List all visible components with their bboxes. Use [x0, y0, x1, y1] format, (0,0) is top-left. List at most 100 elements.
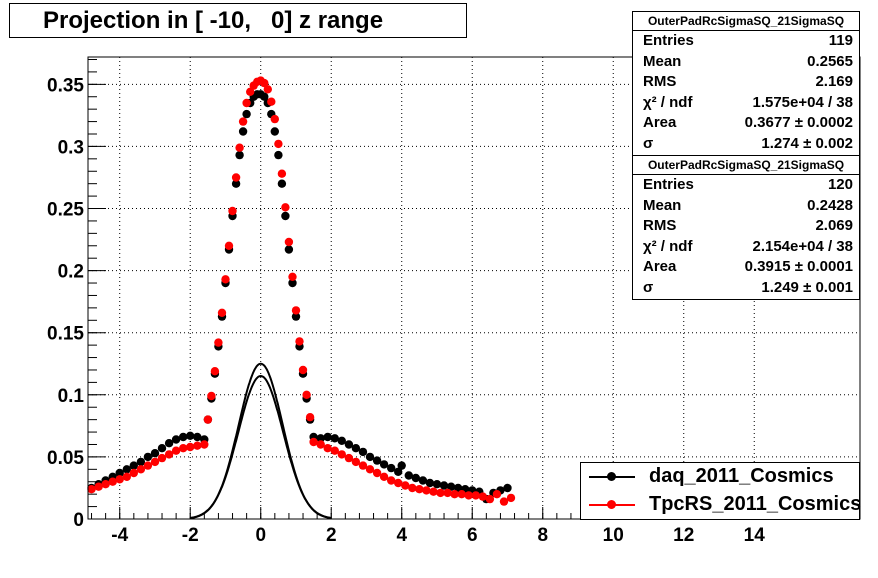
data-point	[231, 179, 241, 188]
data-point	[443, 488, 452, 498]
plot-frame	[87, 56, 861, 520]
data-point	[351, 457, 361, 467]
data-point	[418, 476, 428, 485]
y-tick-label: 0.05	[47, 448, 84, 469]
legend-label: TpcRS_2011_Cosmics	[649, 493, 862, 515]
data-point	[214, 338, 223, 347]
data-point	[115, 475, 124, 484]
data-point	[277, 169, 287, 178]
data-point	[231, 173, 241, 182]
data-point	[242, 109, 251, 119]
data-point	[394, 467, 403, 476]
data-point	[101, 480, 110, 489]
data-point	[203, 415, 213, 424]
data-point	[238, 117, 248, 126]
data-point	[267, 97, 276, 106]
data-point	[228, 206, 237, 216]
x-tick-label: 8	[537, 525, 548, 546]
data-point	[387, 476, 396, 485]
data-point	[207, 391, 216, 401]
data-point	[323, 432, 332, 442]
y-tick-label: 0.2	[58, 262, 84, 283]
stats-row-chi2: χ² / ndf 1.575e+04 / 38	[643, 93, 853, 111]
data-point	[150, 449, 160, 458]
stats-box-name: OuterPadRcSigmaSQ_21SigmaSQ	[633, 156, 859, 175]
data-point	[372, 456, 382, 465]
data-point	[186, 442, 195, 452]
data-point	[108, 477, 117, 486]
y-tick-label: 0.25	[47, 200, 84, 221]
data-point	[450, 490, 459, 499]
y-tick-label: 0.1	[58, 386, 85, 407]
data-point	[193, 432, 202, 442]
data-point	[136, 465, 146, 474]
data-point	[164, 450, 174, 459]
data-point	[115, 468, 124, 478]
stats-row-mean: Mean 0.2428	[643, 196, 853, 214]
stats-row-sigma: σ 1.274 ± 0.002	[643, 134, 853, 152]
data-point	[277, 179, 287, 188]
legend-label: daq_2011_Cosmics	[649, 465, 834, 487]
data-point	[401, 481, 410, 490]
data-point	[221, 275, 230, 284]
data-point	[503, 483, 512, 493]
data-point	[379, 472, 389, 481]
data-point	[408, 483, 417, 493]
stats-box-name: OuterPadRcSigmaSQ_21SigmaSQ	[633, 12, 859, 31]
x-tick-label: 10	[603, 525, 624, 546]
legend-entry-daq: daq_2011_Cosmics	[581, 463, 859, 491]
stats-row-area: Area 0.3677 ± 0.0002	[643, 114, 853, 132]
data-point	[298, 365, 308, 375]
data-point	[274, 150, 283, 160]
data-point	[291, 306, 301, 315]
y-tick-label: 0.35	[47, 75, 84, 96]
data-point	[143, 461, 153, 470]
data-point	[171, 446, 181, 455]
data-point	[136, 457, 146, 467]
data-point	[323, 444, 332, 453]
data-point	[305, 413, 315, 422]
x-tick-label: 12	[673, 525, 694, 546]
stats-row-rms: RMS 2.069	[643, 217, 853, 235]
data-point	[179, 444, 188, 453]
data-point	[164, 439, 174, 448]
fit-curve	[190, 362, 332, 520]
data-point	[344, 440, 354, 449]
plot-title: Projection in [ -10, 0] z range	[9, 3, 467, 38]
data-point	[122, 465, 131, 474]
data-point	[411, 473, 420, 483]
data-point	[284, 245, 294, 254]
stats-row-chi2: χ² / ndf 2.154e+04 / 38	[643, 237, 853, 255]
legend: daq_2011_Cosmics TpcRS_2011_Cosmics	[580, 462, 862, 520]
data-points	[87, 76, 516, 506]
stats-row-mean: Mean 0.2565	[643, 52, 853, 70]
stats-row-area: Area 0.3915 ± 0.0001	[643, 258, 853, 276]
x-tick-label: -2	[182, 525, 199, 546]
data-point	[295, 337, 304, 346]
stats-row-sigma: σ 1.249 ± 0.001	[643, 278, 853, 296]
data-point	[309, 437, 318, 447]
stats-box-daq: OuterPadRcSigmaSQ_21SigmaSQ Entries 119 M…	[632, 11, 860, 156]
data-point	[457, 490, 466, 499]
y-tick-label: 0.3	[58, 137, 84, 158]
data-point	[143, 452, 153, 462]
stats-row-rms: RMS 2.169	[643, 73, 853, 91]
stats-box-tpcrs: OuterPadRcSigmaSQ_21SigmaSQ Entries 120 M…	[632, 155, 860, 300]
data-point	[464, 491, 473, 500]
data-point	[316, 434, 325, 443]
data-point	[157, 453, 167, 463]
data-point	[365, 465, 375, 474]
data-point	[193, 441, 202, 450]
data-point	[506, 493, 516, 503]
y-tick-label: 0.15	[47, 324, 84, 345]
data-point	[281, 203, 290, 212]
data-point	[379, 460, 389, 469]
data-point	[446, 482, 456, 491]
x-tick-label: 2	[326, 525, 337, 546]
data-point	[453, 483, 463, 493]
data-point	[337, 450, 346, 459]
data-point	[365, 452, 375, 462]
data-point	[246, 87, 255, 97]
x-tick-label: 4	[396, 525, 407, 546]
